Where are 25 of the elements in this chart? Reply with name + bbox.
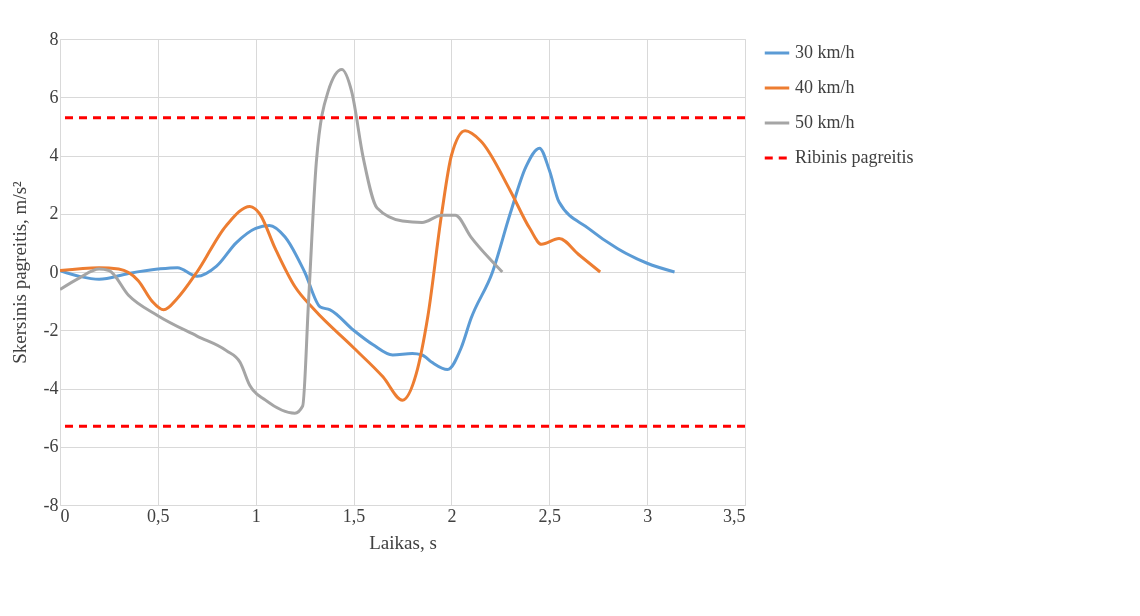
line-series bbox=[60, 68, 504, 415]
legend-label: 50 km/h bbox=[795, 112, 855, 132]
x-tick-label: 1,5 bbox=[342, 505, 366, 526]
x-tick-label: 1 bbox=[251, 505, 261, 526]
y-axis-title: Skersinis pagreitis, m/s² bbox=[8, 180, 30, 364]
x-tick-label: 2 bbox=[447, 505, 457, 526]
line-series bbox=[60, 146, 677, 372]
y-tick-label: -4 bbox=[43, 378, 59, 398]
legend-label: 40 km/h bbox=[795, 77, 855, 97]
y-tick-label: 6 bbox=[49, 86, 59, 107]
x-axis-title: Laikas, s bbox=[369, 531, 437, 553]
y-tick-label: -2 bbox=[43, 319, 59, 340]
y-tick-label: 8 bbox=[49, 28, 59, 49]
line-series bbox=[60, 129, 602, 402]
y-tick-label: 2 bbox=[49, 203, 59, 224]
legend-label: Ribinis pagreitis bbox=[795, 147, 914, 167]
y-tick-label: 4 bbox=[49, 145, 59, 165]
y-tick-label: -6 bbox=[43, 436, 59, 457]
x-tick-label: 3 bbox=[643, 505, 653, 526]
y-tick-label: -8 bbox=[43, 494, 59, 515]
legend-label: 30 km/h bbox=[795, 42, 855, 62]
x-tick-label: 0,5 bbox=[147, 505, 170, 526]
y-tick-label: 0 bbox=[49, 261, 59, 282]
x-tick-label: 3,5 bbox=[723, 505, 746, 526]
x-tick-label: 2,5 bbox=[538, 505, 562, 526]
